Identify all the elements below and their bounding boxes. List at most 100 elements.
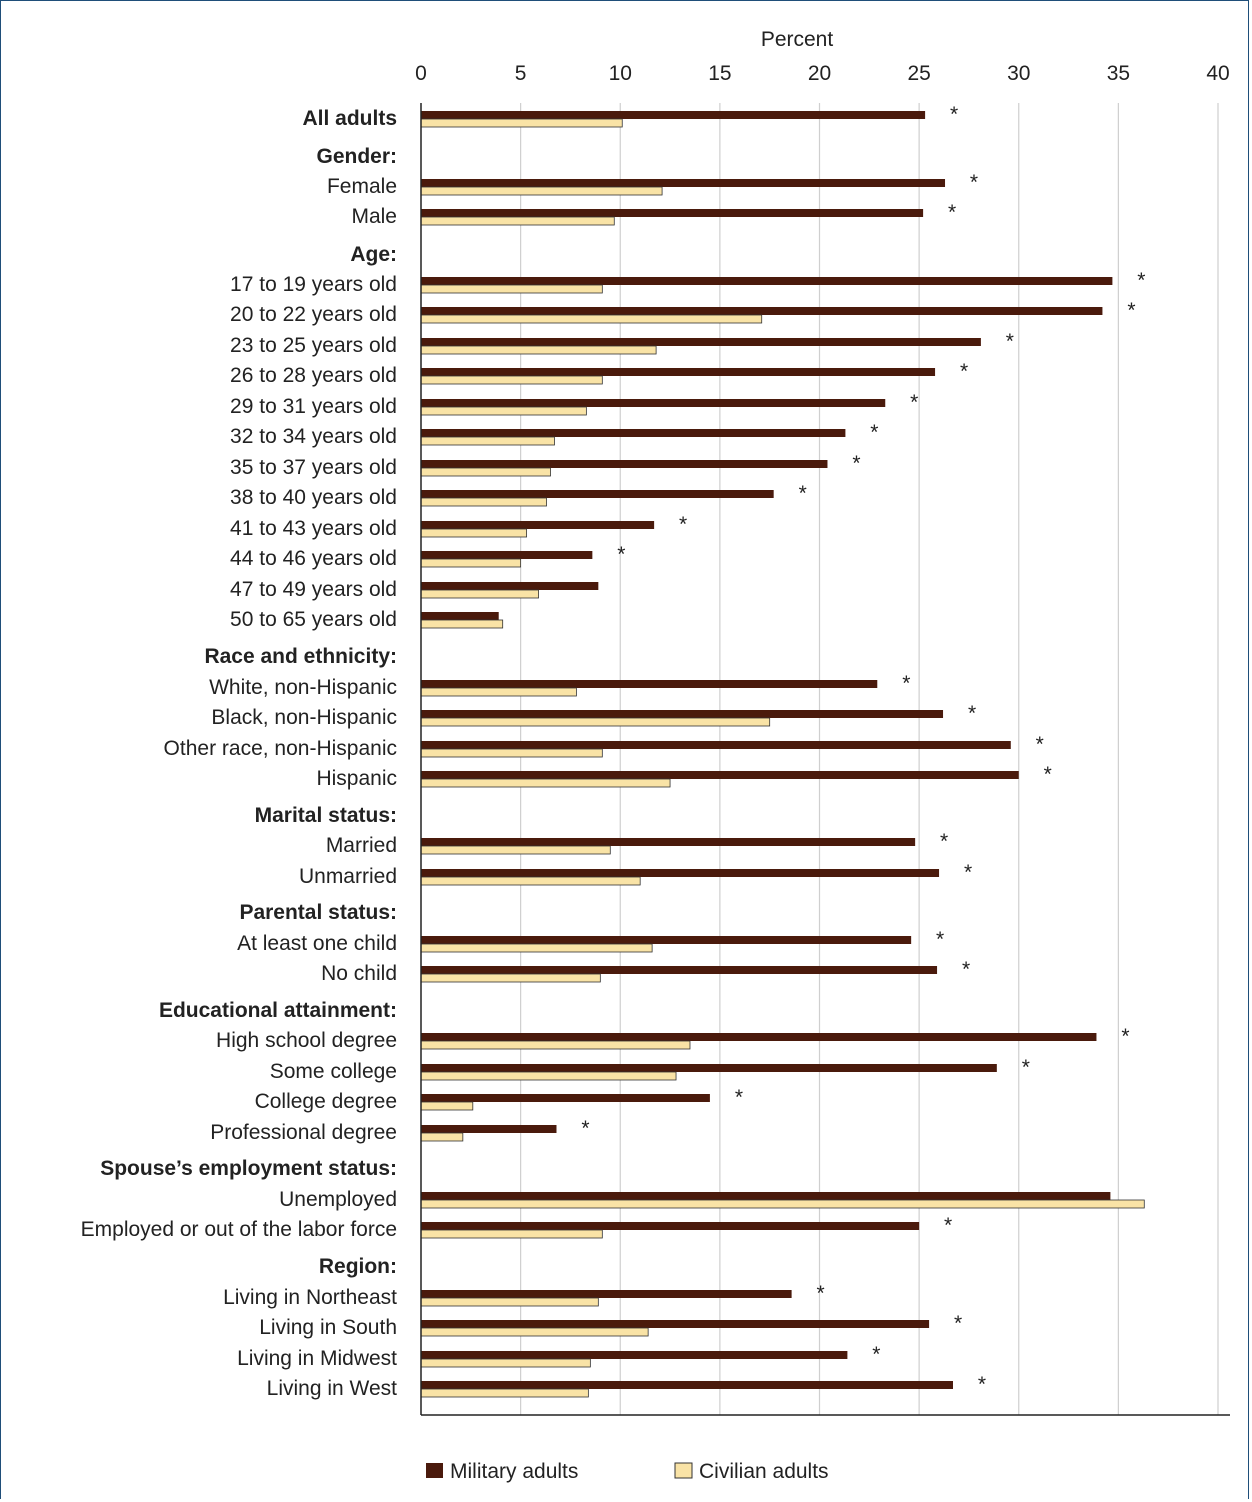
bar-military <box>421 710 944 718</box>
significance-marker: * <box>968 702 976 725</box>
significance-marker: * <box>817 1282 825 1305</box>
significance-marker: * <box>1022 1056 1030 1079</box>
bar-civilian <box>420 186 663 196</box>
category-label: 32 to 34 years old <box>230 425 397 448</box>
group-header: Educational attainment: <box>159 999 397 1022</box>
x-tick-label: 40 <box>1206 62 1229 85</box>
significance-marker: * <box>964 861 972 884</box>
bar-civilian <box>420 845 611 855</box>
category-label: Employed or out of the labor force <box>81 1218 397 1241</box>
bar-civilian <box>420 1040 691 1050</box>
category-label: Other race, non-Hispanic <box>164 737 397 760</box>
x-tick-label: 0 <box>415 62 427 85</box>
bar-civilian <box>420 528 528 538</box>
significance-marker: * <box>960 360 968 383</box>
category-label: 44 to 46 years old <box>230 547 397 570</box>
bar-military <box>421 1033 1097 1041</box>
bar-civilian <box>420 558 522 568</box>
significance-marker: * <box>978 1373 986 1396</box>
significance-marker: * <box>948 201 956 224</box>
category-label: All adults <box>302 107 397 130</box>
category-label: 38 to 40 years old <box>230 486 397 509</box>
bar-military <box>421 307 1103 315</box>
bar-civilian <box>420 1388 589 1398</box>
group-header: Race and ethnicity: <box>204 645 397 668</box>
bar-military <box>421 338 981 346</box>
category-label: Hispanic <box>316 767 397 790</box>
category-label: 29 to 31 years old <box>230 395 397 418</box>
category-label: 20 to 22 years old <box>230 303 397 326</box>
significance-marker: * <box>799 482 807 505</box>
category-label: Black, non-Hispanic <box>211 706 397 729</box>
bar-military <box>421 460 828 468</box>
significance-marker: * <box>617 543 625 566</box>
bar-military <box>421 1192 1111 1200</box>
category-label: Living in South <box>259 1316 397 1339</box>
significance-marker: * <box>679 513 687 536</box>
bar-military <box>421 1222 920 1230</box>
bar-military <box>421 209 924 217</box>
bar-civilian <box>420 1071 677 1081</box>
bar-civilian <box>420 973 601 983</box>
bar-military <box>421 771 1019 779</box>
category-label: 41 to 43 years old <box>230 517 397 540</box>
significance-marker: * <box>910 391 918 414</box>
bar-military <box>421 551 593 559</box>
group-header: Spouse’s employment status: <box>100 1157 397 1180</box>
bar-civilian <box>420 1101 474 1111</box>
bar-civilian <box>420 284 603 294</box>
bar-military <box>421 179 946 187</box>
bar-civilian <box>420 497 547 507</box>
legend-label-military: Military adults <box>450 1460 578 1483</box>
significance-marker: * <box>735 1086 743 1109</box>
legend-swatch-military <box>426 1463 443 1478</box>
category-label: 17 to 19 years old <box>230 273 397 296</box>
bars: ****************************** <box>420 103 1145 1398</box>
bar-military <box>421 582 599 590</box>
x-tick-label: 5 <box>515 62 527 85</box>
category-label: Male <box>351 205 397 228</box>
bar-civilian <box>420 1199 1145 1209</box>
bar-civilian <box>420 375 603 385</box>
bar-military <box>421 838 916 846</box>
bar-civilian <box>420 406 587 416</box>
bar-civilian <box>420 717 771 727</box>
significance-marker: * <box>852 452 860 475</box>
bar-military <box>421 1351 848 1359</box>
category-label: Living in West <box>267 1377 398 1400</box>
significance-marker: * <box>1044 763 1052 786</box>
x-tick-label: 20 <box>808 62 831 85</box>
category-label: 47 to 49 years old <box>230 578 397 601</box>
x-tick-label: 15 <box>708 62 731 85</box>
category-label: Some college <box>270 1060 397 1083</box>
axes <box>420 103 1230 1416</box>
group-header: Marital status: <box>255 804 397 827</box>
category-label: College degree <box>255 1090 397 1113</box>
bar-civilian <box>420 687 577 697</box>
group-header: Region: <box>319 1255 397 1278</box>
bar-civilian <box>420 314 763 324</box>
category-label: Professional degree <box>210 1121 397 1144</box>
significance-marker: * <box>950 103 958 126</box>
bar-civilian <box>420 1327 649 1337</box>
category-label: Unemployed <box>279 1188 397 1211</box>
bar-military <box>421 490 774 498</box>
gridlines <box>520 103 1219 1415</box>
significance-marker: * <box>970 171 978 194</box>
x-tick-label: 35 <box>1107 62 1130 85</box>
bar-civilian <box>420 876 641 886</box>
significance-marker: * <box>902 672 910 695</box>
legend-swatch-civilian <box>674 1462 693 1479</box>
x-tick-label: 30 <box>1007 62 1030 85</box>
bar-civilian <box>420 748 603 758</box>
bar-military <box>421 1094 710 1102</box>
bar-civilian <box>420 1297 599 1307</box>
x-tick-labels: 0 5 10 15 20 25 30 35 40 <box>415 62 1230 85</box>
bar-civilian <box>420 619 504 629</box>
x-tick-label: 10 <box>609 62 632 85</box>
category-label: Married <box>326 834 397 857</box>
bar-military <box>421 429 846 437</box>
significance-marker: * <box>1036 733 1044 756</box>
